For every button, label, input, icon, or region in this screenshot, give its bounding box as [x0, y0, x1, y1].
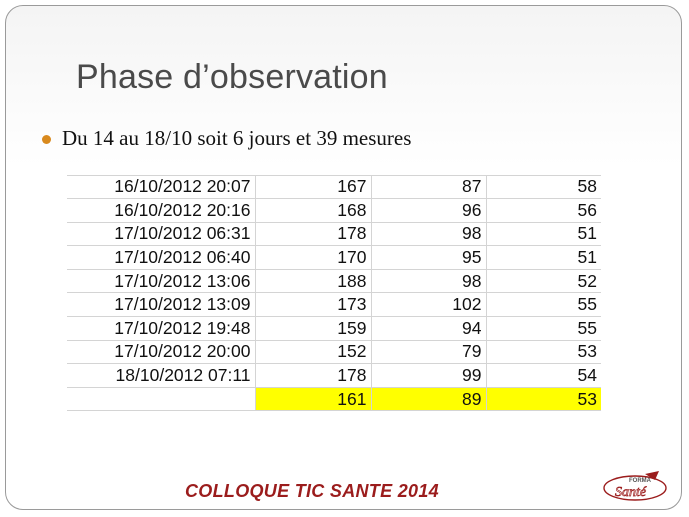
value-cell: 102 — [371, 292, 487, 318]
value-cell: 167 — [255, 175, 372, 200]
value-cell: 54 — [486, 363, 601, 388]
value-cell: 56 — [486, 198, 601, 223]
datetime-cell: 17/10/2012 20:00 — [67, 340, 256, 365]
value-cell: 159 — [255, 316, 372, 341]
datetime-cell: 17/10/2012 06:40 — [67, 245, 256, 270]
value-cell: 170 — [255, 245, 372, 270]
bullet-dot-icon — [42, 135, 51, 144]
value-cell: 95 — [371, 245, 487, 270]
value-cell: 55 — [486, 316, 601, 341]
table-row: 17/10/2012 06:31 178 98 51 — [67, 222, 601, 247]
table-row: 17/10/2012 13:09 173 102 55 — [67, 292, 601, 318]
datetime-cell: 17/10/2012 06:31 — [67, 222, 256, 247]
table-row: 16/10/2012 20:07 167 87 58 — [67, 175, 601, 200]
value-cell: 98 — [371, 269, 487, 294]
value-cell: 58 — [486, 175, 601, 200]
value-cell: 79 — [371, 340, 487, 365]
summary-cell: 89 — [371, 387, 487, 412]
table-row: 17/10/2012 19:48 159 94 55 — [67, 316, 601, 341]
table-row: 17/10/2012 06:40 170 95 51 — [67, 245, 601, 270]
value-cell: 188 — [255, 269, 372, 294]
value-cell: 94 — [371, 316, 487, 341]
value-cell: 55 — [486, 292, 601, 318]
value-cell: 178 — [255, 222, 372, 247]
summary-row: 161 89 53 — [67, 387, 601, 412]
value-cell: 53 — [486, 340, 601, 365]
value-cell: 52 — [486, 269, 601, 294]
footer-text: COLLOQUE TIC SANTE 2014 — [185, 481, 439, 501]
measurements-table: 16/10/2012 20:07 167 87 58 16/10/2012 20… — [67, 175, 601, 412]
cropped-row — [67, 162, 601, 176]
table-row: 16/10/2012 20:16 168 96 56 — [67, 198, 601, 223]
summary-cell: 161 — [255, 387, 372, 412]
bullet-text: Du 14 au 18/10 soit 6 jours et 39 mesure… — [62, 126, 412, 150]
value-cell: 51 — [486, 222, 601, 247]
logo-icon: FORMA Santé — [603, 471, 667, 501]
value-cell: 178 — [255, 363, 372, 388]
table-row: 17/10/2012 13:06 188 98 52 — [67, 269, 601, 294]
value-cell: 99 — [371, 363, 487, 388]
logo-main-text: Santé — [615, 485, 647, 500]
summary-cell: 53 — [486, 387, 601, 412]
value-cell: 96 — [371, 198, 487, 223]
datetime-cell: 17/10/2012 13:09 — [67, 292, 256, 318]
datetime-cell: 17/10/2012 13:06 — [67, 269, 256, 294]
formatic-sante-logo: FORMA Santé — [601, 466, 673, 504]
datetime-cell: 18/10/2012 07:11 — [67, 363, 256, 388]
value-cell: 87 — [371, 175, 487, 200]
value-cell: 173 — [255, 292, 372, 318]
value-cell: 168 — [255, 198, 372, 223]
logo-top-text: FORMA — [629, 478, 652, 484]
datetime-cell: 17/10/2012 19:48 — [67, 316, 256, 341]
table-row: 18/10/2012 07:11 178 99 54 — [67, 363, 601, 388]
bullet-item: Du 14 au 18/10 soit 6 jours et 39 mesure… — [42, 126, 411, 151]
slide-title: Phase d’observation — [76, 58, 388, 96]
value-cell: 51 — [486, 245, 601, 270]
value-cell: 98 — [371, 222, 487, 247]
table-row: 17/10/2012 20:00 152 79 53 — [67, 340, 601, 365]
datetime-cell: 16/10/2012 20:07 — [67, 175, 256, 200]
spreadsheet-excerpt: 16/10/2012 20:07 167 87 58 16/10/2012 20… — [67, 162, 601, 464]
summary-label-cell — [67, 387, 256, 412]
datetime-cell: 16/10/2012 20:16 — [67, 198, 256, 223]
value-cell: 152 — [255, 340, 372, 365]
